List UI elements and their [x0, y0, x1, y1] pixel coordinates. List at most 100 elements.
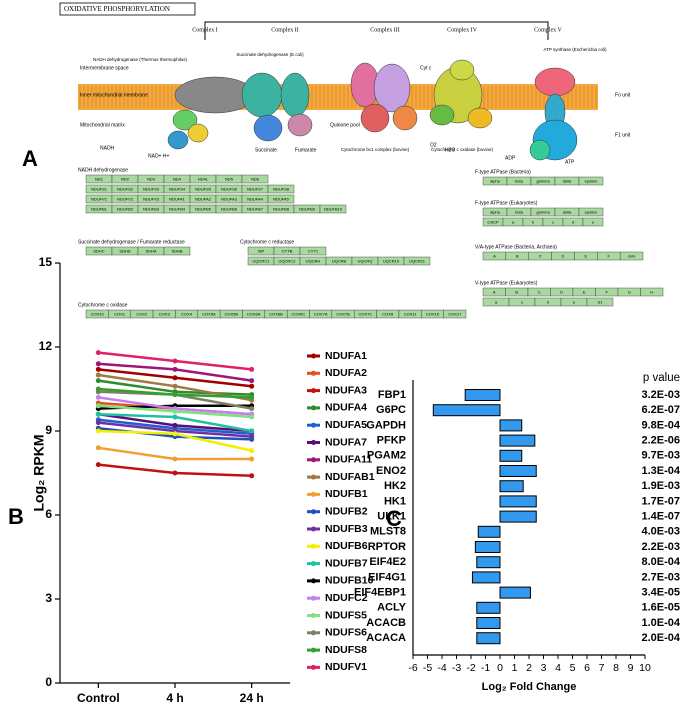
complex-name: Cytochrome c oxidase (bovine)	[431, 147, 494, 152]
complex-label: Complex III	[370, 27, 400, 33]
category-label: ACLY	[377, 602, 407, 614]
legend-dot	[311, 630, 316, 636]
gene-label: COX7C	[359, 311, 373, 316]
x-tick-label: 4	[555, 662, 561, 674]
point	[95, 420, 101, 426]
gene-label: COX3	[159, 311, 171, 316]
region-label: Mitochondrial matrix	[80, 122, 125, 128]
complex-label: Complex I	[192, 27, 218, 33]
group-title: Cytochrome c reductase	[240, 239, 294, 245]
y-tick-label: 3	[45, 591, 52, 605]
point	[249, 414, 255, 420]
gene-label: NDUFA5	[273, 196, 290, 201]
gene-label: NDUFB10	[324, 206, 343, 211]
category-label: GAPDH	[366, 419, 406, 431]
legend-dot	[311, 509, 316, 515]
p-value: 8.0E-04	[641, 556, 680, 568]
gene-label: ND2	[121, 176, 130, 181]
category-label: EIF4E2	[369, 556, 406, 568]
p-value: 2.0E-04	[641, 632, 680, 644]
bar	[477, 525, 501, 538]
bar	[471, 571, 501, 584]
x-axis-label: Log₂ Fold Change	[482, 681, 577, 693]
gene-label: CYT1	[308, 248, 319, 253]
point	[172, 366, 178, 372]
gene-label: NDUFS8	[273, 186, 290, 191]
gene-label: F	[607, 253, 610, 258]
p-value: 1.3E-04	[641, 465, 680, 477]
point	[249, 394, 255, 400]
gene-label: UQCR11	[409, 258, 426, 263]
x-tick-label: 5	[570, 662, 576, 674]
gene-label: NDUFS5	[195, 186, 212, 191]
x-tick-label: 8	[613, 662, 619, 674]
gene-label: e	[592, 219, 595, 224]
legend-dot	[311, 578, 316, 584]
gene-label: alpha	[490, 178, 501, 183]
x-tick-label: 4 h	[166, 691, 183, 705]
gene-label: b	[532, 219, 535, 224]
legend-label: NDUFA3	[325, 384, 367, 396]
group-title: V/A-type ATPase (Bacteria, Archaea)	[475, 244, 557, 250]
gene-label: E	[585, 253, 588, 258]
point	[172, 383, 178, 389]
y-tick-label: 0	[45, 675, 52, 689]
gene-label: COX7A	[314, 311, 328, 316]
gene-label: ISP	[258, 248, 265, 253]
y-tick-label: 12	[39, 339, 53, 353]
legend-label: NDUFA7	[325, 436, 367, 448]
gene-label: H	[650, 289, 653, 294]
gene-label: UQCRH	[306, 258, 321, 263]
p-value: 2.7E-03	[641, 571, 680, 583]
gene-box	[443, 309, 467, 319]
gene-label: NDUFB4	[169, 206, 186, 211]
category-label: ENO2	[376, 465, 406, 477]
gene-label: COX5A	[202, 311, 216, 316]
legend-dot	[311, 370, 316, 376]
category-label: EIF4G1	[368, 571, 406, 583]
bar	[476, 632, 501, 645]
x-tick-label: -6	[408, 662, 417, 674]
legend-label: NDUFA5	[325, 419, 367, 431]
gene-label: B	[515, 289, 518, 294]
gene-label: delta	[563, 209, 572, 214]
gene-label: NDUFA1	[169, 196, 186, 201]
x-tick-label: 7	[599, 662, 605, 674]
point	[172, 408, 178, 414]
group-title: Cytochrome c oxidase	[78, 302, 128, 308]
bar	[476, 617, 501, 629]
p-value: 3.4E-05	[641, 587, 680, 599]
gene-label: COX2	[136, 311, 148, 316]
category-label: MLST8	[370, 526, 406, 538]
subunit	[253, 114, 283, 142]
legend-dot	[311, 543, 316, 549]
category-label: G6PC	[376, 404, 406, 416]
gene-box	[319, 204, 347, 214]
p-value: 1.9E-03	[641, 480, 680, 492]
subunit	[534, 67, 576, 97]
gene-label: NDUFB7	[247, 206, 264, 211]
complex-label: Complex II	[271, 27, 299, 33]
subunit	[392, 105, 418, 131]
legend-label: NDUFB2	[325, 505, 368, 517]
gene-label: UQCRC1	[253, 258, 271, 263]
point	[95, 361, 101, 367]
x-tick-label: -3	[452, 662, 461, 674]
legend-dot	[311, 595, 316, 601]
gene-label: NDUFA3	[221, 196, 238, 201]
diagram-title: OXIDATIVE PHOSPHORYLATION	[64, 5, 170, 13]
gene-box	[267, 184, 295, 194]
bar	[499, 449, 523, 462]
legend-dot	[311, 457, 316, 463]
subunit	[287, 113, 313, 137]
gene-label: NDUFS6	[221, 186, 238, 191]
bar	[499, 434, 536, 447]
gene-label: G	[628, 289, 631, 294]
bar	[499, 495, 537, 508]
group-title: V-type ATPase (Eukaryotes)	[475, 280, 538, 286]
subunit	[280, 72, 310, 118]
molecule-label: H2O	[445, 147, 455, 153]
gene-label: e	[573, 299, 576, 304]
gene-label: gamma	[536, 209, 550, 214]
